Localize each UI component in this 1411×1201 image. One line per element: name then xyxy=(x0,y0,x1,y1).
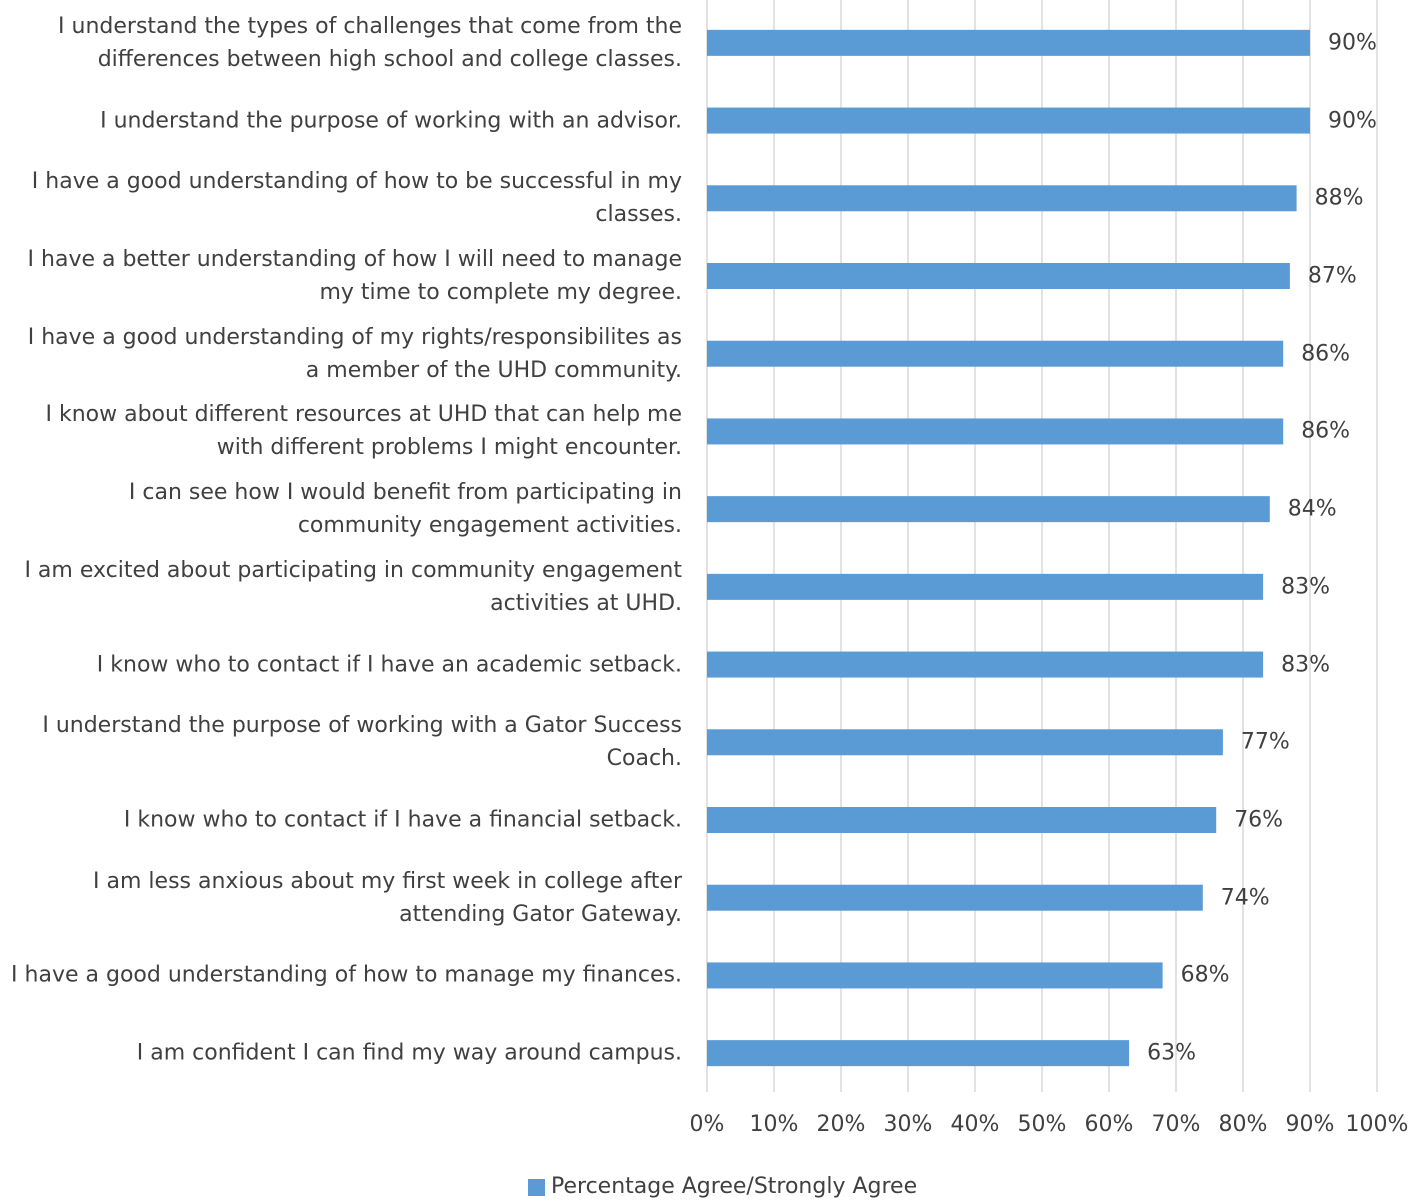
value-label: 86% xyxy=(1301,418,1351,444)
category-label: I have a good understanding of my rights… xyxy=(27,324,682,383)
category-label: I understand the types of challenges tha… xyxy=(58,13,682,72)
x-tick-label: 0% xyxy=(689,1112,725,1137)
bar xyxy=(707,729,1223,756)
value-label: 76% xyxy=(1234,807,1284,833)
value-label: 90% xyxy=(1328,30,1377,56)
legend-swatch xyxy=(528,1179,545,1196)
bar xyxy=(707,340,1284,367)
x-tick-label: 50% xyxy=(1017,1112,1067,1137)
category-label: I have a good understanding of how to ma… xyxy=(11,962,682,988)
category-label: I am less anxious about my first week in… xyxy=(93,868,682,927)
category-label: I am confident I can find my way around … xyxy=(136,1040,682,1066)
bar xyxy=(707,962,1163,989)
category-label: I have a better understanding of how I w… xyxy=(27,247,682,305)
value-label: 68% xyxy=(1180,962,1230,988)
bar xyxy=(707,185,1297,212)
category-label: I understand the purpose of working with… xyxy=(42,713,682,772)
category-label: I have a good understanding of how to be… xyxy=(31,169,682,228)
x-tick-label: 80% xyxy=(1218,1112,1268,1137)
category-label: I know who to contact if I have an acade… xyxy=(96,652,682,678)
bar xyxy=(707,884,1203,911)
category-label: I can see how I would benefit from parti… xyxy=(128,480,682,539)
bar xyxy=(707,1040,1130,1067)
x-tick-label: 60% xyxy=(1084,1112,1134,1137)
category-label: I know about different resources at UHD … xyxy=(45,402,683,461)
x-tick-label: 90% xyxy=(1285,1112,1335,1137)
bar xyxy=(707,496,1270,523)
value-label: 83% xyxy=(1281,652,1330,678)
bar xyxy=(707,263,1290,289)
value-label: 63% xyxy=(1147,1040,1196,1066)
x-tick-label: 20% xyxy=(816,1112,866,1137)
value-label: 77% xyxy=(1240,729,1290,755)
bar xyxy=(707,573,1264,600)
legend-label: Percentage Agree/Strongly Agree xyxy=(551,1174,918,1199)
bar xyxy=(707,418,1284,445)
value-label: 83% xyxy=(1281,574,1330,600)
value-label: 84% xyxy=(1287,496,1337,522)
bar xyxy=(707,807,1217,833)
bar xyxy=(707,107,1310,134)
value-label: 74% xyxy=(1220,885,1270,911)
x-tick-label: 70% xyxy=(1151,1112,1201,1137)
x-tick-label: 40% xyxy=(950,1112,1000,1137)
x-tick-label: 30% xyxy=(883,1112,933,1137)
value-label: 88% xyxy=(1314,185,1364,211)
value-label: 87% xyxy=(1307,263,1357,289)
value-label: 86% xyxy=(1301,341,1351,367)
value-label: 90% xyxy=(1328,108,1377,134)
x-tick-label: 10% xyxy=(749,1112,799,1137)
category-label: I understand the purpose of working with… xyxy=(100,108,682,134)
category-label: I am excited about participating in comm… xyxy=(24,557,682,616)
bar xyxy=(707,651,1264,678)
category-label: I know who to contact if I have a financ… xyxy=(123,807,682,833)
x-tick-label: 100% xyxy=(1345,1112,1409,1137)
bar xyxy=(707,29,1310,56)
